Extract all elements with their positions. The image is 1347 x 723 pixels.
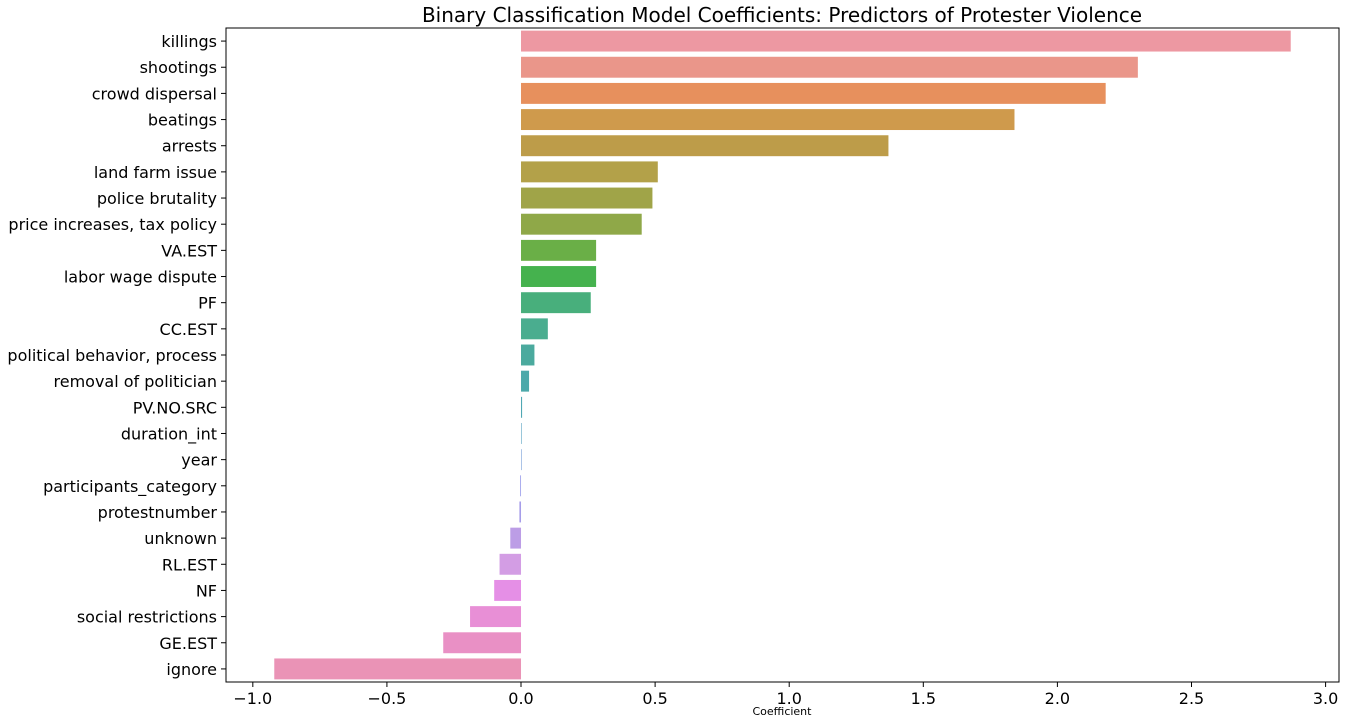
category-label: political behavior, process bbox=[7, 346, 217, 365]
category-label: price increases, tax policy bbox=[8, 215, 217, 234]
category-label: GE.EST bbox=[159, 634, 217, 653]
category-label: beatings bbox=[148, 111, 217, 130]
bar-crowd-dispersal bbox=[521, 82, 1106, 104]
bar-arrests bbox=[521, 135, 889, 157]
category-label: ignore bbox=[166, 660, 217, 679]
bar-unknown bbox=[510, 527, 522, 549]
chart-title: Binary Classification Model Coefficients… bbox=[422, 3, 1142, 27]
plot-frame bbox=[225, 27, 1340, 683]
x-tick-label: 3.0 bbox=[1313, 689, 1338, 708]
bar-pf bbox=[521, 292, 591, 314]
x-tick-label: 1.0 bbox=[776, 689, 801, 708]
bar-removal-of-politician bbox=[521, 370, 530, 392]
bars-group bbox=[274, 30, 1291, 680]
x-tick-label: −0.5 bbox=[367, 689, 406, 708]
bar-beatings bbox=[521, 109, 1015, 131]
bar-land-farm-issue bbox=[521, 161, 658, 183]
bar-duration-int bbox=[521, 423, 522, 444]
category-label: police brutality bbox=[97, 189, 217, 208]
bar-protestnumber bbox=[519, 501, 522, 523]
bar-ge-est bbox=[443, 632, 522, 654]
category-label: arrests bbox=[162, 137, 217, 156]
bar-ignore bbox=[274, 658, 522, 680]
x-tick-label: 0.0 bbox=[508, 689, 533, 708]
x-tick-label: 2.5 bbox=[1179, 689, 1204, 708]
bar-labor-wage-dispute bbox=[521, 266, 597, 287]
category-label: RL.EST bbox=[162, 555, 217, 574]
bar-political-behavior-process bbox=[521, 344, 535, 366]
category-label: crowd dispersal bbox=[92, 84, 217, 103]
category-label: protestnumber bbox=[98, 503, 218, 522]
x-tick-label: 1.5 bbox=[911, 689, 936, 708]
category-label: year bbox=[181, 451, 217, 470]
category-label: duration_int bbox=[121, 424, 217, 444]
x-axis-ticks: −1.0 −0.5 0.0 0.5 1.0 1.5 2.0 2.5 3.0 bbox=[233, 682, 1338, 708]
category-label: CC.EST bbox=[160, 320, 218, 339]
category-label: unknown bbox=[144, 529, 217, 548]
bar-pv-no-src bbox=[521, 396, 523, 418]
bar-year bbox=[521, 449, 522, 471]
bar-rl-est bbox=[499, 553, 522, 575]
category-label: killings bbox=[161, 32, 217, 51]
category-label: NF bbox=[196, 581, 217, 600]
category-label: land farm issue bbox=[94, 163, 217, 182]
bar-participants-category bbox=[520, 475, 522, 497]
x-tick-label: 2.0 bbox=[1045, 689, 1070, 708]
x-tick-label: −1.0 bbox=[233, 689, 272, 708]
bar-shootings bbox=[521, 56, 1138, 78]
bar-price-increases-tax-policy bbox=[521, 213, 642, 235]
bar-cc-est bbox=[521, 318, 548, 340]
category-label: social restrictions bbox=[77, 608, 217, 627]
category-label: PF bbox=[198, 294, 217, 313]
category-labels: killings shootings crowd dispersal beatings… bbox=[7, 32, 226, 679]
category-label: shootings bbox=[140, 58, 217, 77]
bar-social-restrictions bbox=[470, 606, 522, 628]
category-label: VA.EST bbox=[161, 241, 217, 260]
x-axis-label: Coefficient bbox=[753, 705, 813, 718]
category-label: PV.NO.SRC bbox=[133, 398, 217, 417]
bar-police-brutality bbox=[521, 187, 653, 209]
bar-va-est bbox=[521, 239, 597, 261]
bar-nf bbox=[494, 579, 522, 601]
category-label: labor wage dispute bbox=[64, 268, 217, 287]
bar-killings bbox=[521, 30, 1291, 52]
x-tick-label: 0.5 bbox=[642, 689, 667, 708]
category-label: participants_category bbox=[43, 477, 217, 497]
category-label: removal of politician bbox=[54, 372, 218, 391]
